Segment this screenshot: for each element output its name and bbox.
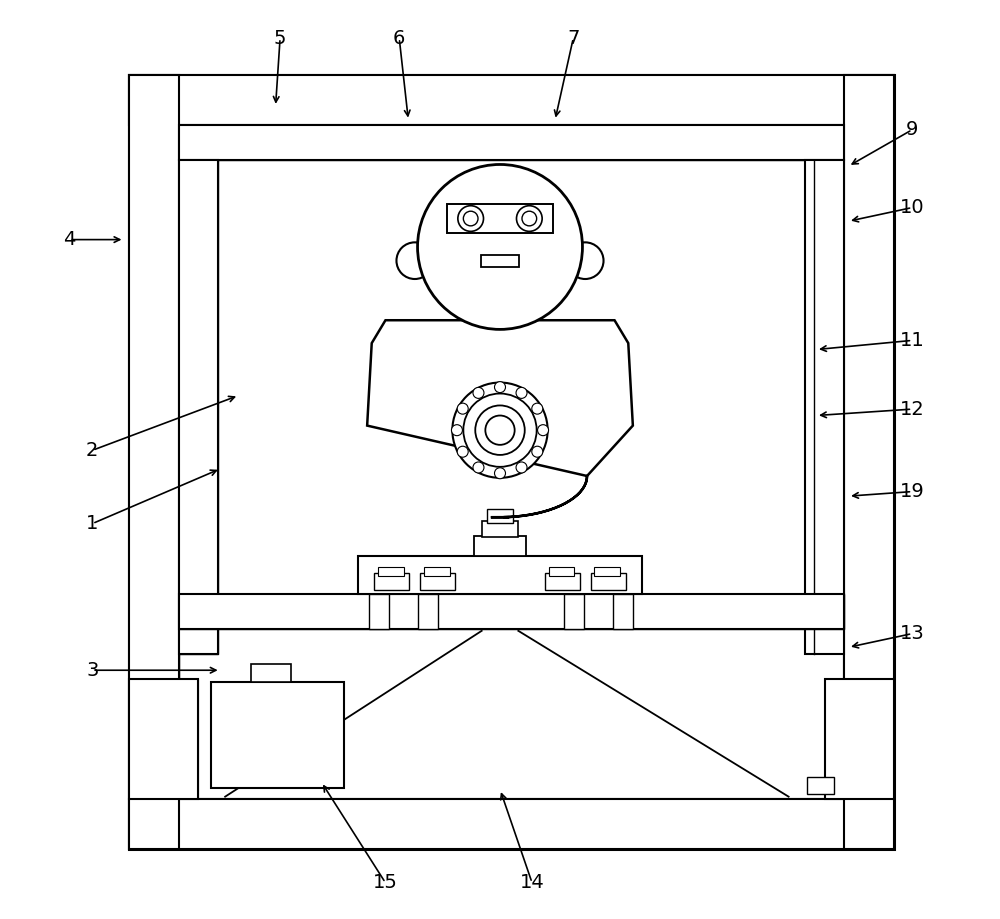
Text: 6: 6 [393, 28, 405, 48]
Text: 2: 2 [86, 441, 98, 460]
Polygon shape [129, 74, 894, 125]
Text: 13: 13 [900, 624, 925, 643]
Polygon shape [129, 679, 198, 799]
Circle shape [522, 211, 537, 226]
Circle shape [396, 243, 433, 279]
Polygon shape [844, 74, 894, 849]
Polygon shape [591, 573, 626, 590]
Polygon shape [251, 664, 291, 682]
Polygon shape [613, 595, 633, 629]
Polygon shape [484, 302, 516, 324]
Polygon shape [179, 595, 844, 629]
Polygon shape [545, 573, 580, 590]
Polygon shape [129, 679, 198, 799]
Text: 5: 5 [274, 28, 286, 48]
Polygon shape [487, 509, 513, 523]
Text: 4: 4 [63, 230, 76, 249]
Polygon shape [129, 74, 894, 125]
Circle shape [473, 462, 484, 473]
Polygon shape [844, 74, 894, 849]
Polygon shape [420, 573, 455, 590]
Polygon shape [179, 125, 844, 799]
Text: 11: 11 [900, 331, 925, 350]
Circle shape [475, 405, 525, 455]
Polygon shape [482, 521, 518, 538]
Polygon shape [129, 74, 894, 849]
Polygon shape [564, 595, 584, 629]
Text: 1: 1 [86, 514, 98, 533]
Text: 9: 9 [906, 120, 918, 139]
Polygon shape [211, 682, 344, 788]
Circle shape [516, 388, 527, 398]
Text: 3: 3 [86, 661, 98, 680]
Polygon shape [418, 595, 438, 629]
Polygon shape [358, 556, 642, 595]
Polygon shape [179, 125, 844, 160]
Circle shape [538, 425, 549, 436]
Polygon shape [179, 160, 218, 653]
Circle shape [516, 462, 527, 473]
Polygon shape [549, 567, 574, 576]
Polygon shape [369, 595, 389, 629]
Circle shape [473, 388, 484, 398]
Polygon shape [129, 799, 894, 849]
Text: 19: 19 [900, 482, 925, 501]
Polygon shape [825, 679, 894, 799]
Circle shape [458, 206, 484, 232]
Circle shape [532, 403, 543, 414]
Circle shape [516, 206, 542, 232]
Polygon shape [129, 799, 894, 849]
Circle shape [418, 165, 582, 329]
Polygon shape [179, 125, 844, 160]
Polygon shape [129, 74, 179, 849]
Circle shape [495, 468, 505, 479]
Polygon shape [447, 204, 553, 233]
Text: 7: 7 [567, 28, 579, 48]
Circle shape [451, 425, 462, 436]
Polygon shape [129, 74, 179, 849]
Polygon shape [481, 255, 519, 267]
Polygon shape [594, 567, 620, 576]
Circle shape [463, 211, 478, 226]
Polygon shape [179, 595, 844, 629]
Polygon shape [825, 679, 894, 799]
Polygon shape [805, 160, 844, 653]
Polygon shape [378, 567, 404, 576]
Circle shape [485, 415, 515, 445]
Circle shape [457, 447, 468, 458]
Text: 12: 12 [900, 400, 925, 419]
Circle shape [452, 382, 548, 478]
Polygon shape [424, 567, 450, 576]
Circle shape [495, 381, 505, 392]
Text: 14: 14 [520, 873, 544, 892]
Polygon shape [807, 777, 834, 794]
Circle shape [532, 447, 543, 458]
Polygon shape [179, 160, 218, 653]
Circle shape [567, 243, 604, 279]
Circle shape [457, 403, 468, 414]
Polygon shape [374, 573, 409, 590]
Text: 15: 15 [373, 873, 398, 892]
Polygon shape [367, 320, 633, 517]
Circle shape [463, 393, 537, 467]
Text: 10: 10 [900, 198, 925, 217]
Polygon shape [474, 536, 526, 556]
